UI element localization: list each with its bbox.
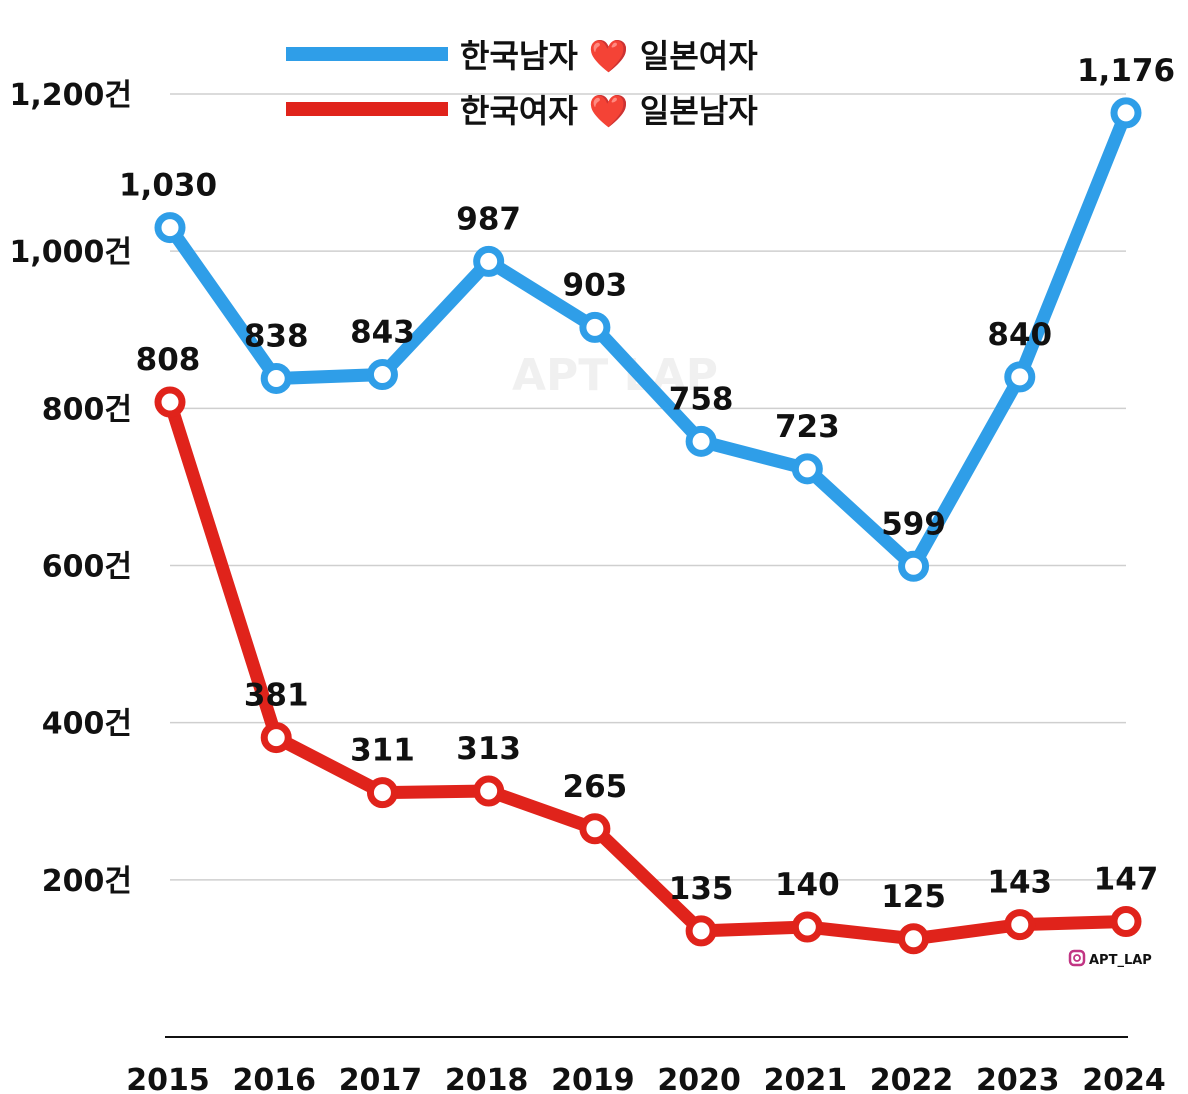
legend-swatch: [286, 47, 448, 61]
data-label: 843: [350, 315, 415, 351]
legend-label: 한국남자 ❤️ 일본여자: [460, 37, 758, 75]
data-point: [473, 245, 505, 277]
x-tick-label: 2018: [445, 1063, 529, 1094]
series-line-2: [163, 395, 1133, 946]
y-tick-label: 1,000건: [10, 235, 133, 270]
data-label: 903: [563, 267, 628, 303]
data-label: 125: [881, 879, 946, 915]
data-label: 758: [669, 381, 734, 417]
data-label: 265: [563, 769, 628, 805]
x-tick-label: 2021: [764, 1063, 848, 1094]
data-point: [685, 915, 717, 947]
data-label: 135: [669, 871, 734, 907]
data-label: 147: [1094, 861, 1159, 897]
data-label: 140: [775, 867, 840, 903]
data-point: [791, 453, 823, 485]
data-label: 1,176: [1077, 53, 1175, 89]
data-label: 808: [136, 342, 201, 378]
series-line-1: [163, 106, 1133, 573]
data-point: [1004, 361, 1036, 393]
data-point: [154, 212, 186, 244]
data-label: 143: [987, 865, 1052, 901]
data-point: [898, 923, 930, 955]
data-point: [154, 386, 186, 418]
instagram-icon-lens: [1073, 954, 1081, 962]
data-label: 311: [350, 733, 415, 769]
data-label: 840: [987, 317, 1052, 353]
x-tick-label: 2020: [657, 1063, 741, 1094]
credit-text: APT_LAP: [1089, 953, 1152, 968]
legend-swatch: [286, 102, 448, 116]
data-point: [579, 813, 611, 845]
x-tick-label: 2019: [551, 1063, 635, 1094]
legend-label: 한국여자 ❤️ 일본남자: [460, 92, 758, 130]
y-tick-label: 600건: [42, 550, 132, 585]
y-tick-label: 1,200건: [10, 78, 133, 113]
data-point: [473, 775, 505, 807]
data-label: 987: [456, 201, 521, 237]
x-tick-label: 2016: [232, 1063, 316, 1094]
data-label: 313: [456, 731, 521, 767]
x-tick-label: 2024: [1082, 1063, 1166, 1094]
x-tick-label: 2017: [339, 1063, 423, 1094]
data-point: [791, 911, 823, 943]
data-point: [898, 550, 930, 582]
data-point: [1110, 97, 1142, 129]
x-tick-label: 2015: [126, 1063, 210, 1094]
x-tick-label: 2023: [976, 1063, 1060, 1094]
data-label: 838: [244, 318, 309, 354]
data-label: 381: [244, 678, 309, 714]
data-label: 599: [881, 506, 946, 542]
y-tick-label: 800건: [42, 392, 132, 427]
data-point: [685, 425, 717, 457]
x-tick-label: 2022: [870, 1063, 954, 1094]
y-tick-label: 200건: [42, 864, 132, 899]
y-tick-label: 400건: [42, 707, 132, 742]
data-point: [579, 311, 611, 343]
data-point: [1004, 909, 1036, 941]
data-point: [1110, 905, 1142, 937]
data-point: [366, 359, 398, 391]
data-point: [260, 722, 292, 754]
data-point: [260, 362, 292, 394]
data-label: 1,030: [119, 168, 217, 204]
watermark: APT LAP: [512, 350, 718, 401]
instagram-icon: [1068, 949, 1086, 967]
data-label: 723: [775, 409, 840, 445]
data-point: [366, 777, 398, 809]
